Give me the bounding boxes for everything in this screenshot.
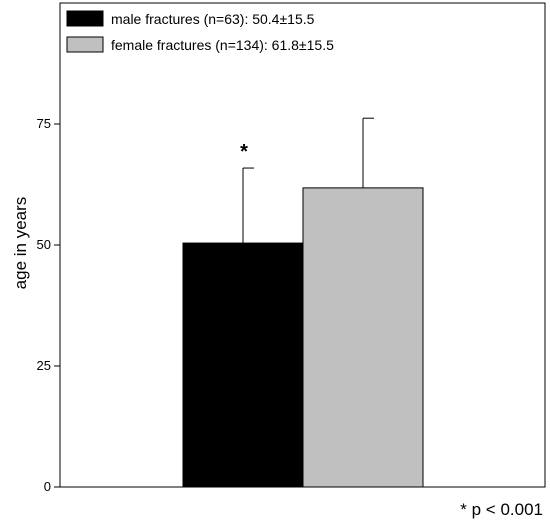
error-bars: * xyxy=(240,117,374,244)
legend-label-female: female fractures (n=134): 61.8±15.5 xyxy=(111,37,334,53)
legend: male fractures (n=63): 50.4±15.5 female f… xyxy=(66,10,334,53)
legend-swatch-female xyxy=(66,36,104,53)
bars xyxy=(182,187,424,488)
y-tick-label-75: 75 xyxy=(37,116,51,131)
bar-male xyxy=(182,242,304,488)
significance-marker: * xyxy=(240,141,248,163)
y-axis-title: age in years xyxy=(11,197,30,290)
y-axis-ticks: 0 25 50 75 xyxy=(37,116,60,494)
y-tick-label-0: 0 xyxy=(44,479,51,494)
bar-female xyxy=(302,187,424,488)
y-tick-label-25: 25 xyxy=(37,358,51,373)
legend-label-male: male fractures (n=63): 50.4±15.5 xyxy=(111,11,315,27)
significance-footnote: * p < 0.001 xyxy=(460,500,543,519)
y-tick-label-50: 50 xyxy=(37,237,51,252)
legend-swatch-male xyxy=(66,10,104,27)
